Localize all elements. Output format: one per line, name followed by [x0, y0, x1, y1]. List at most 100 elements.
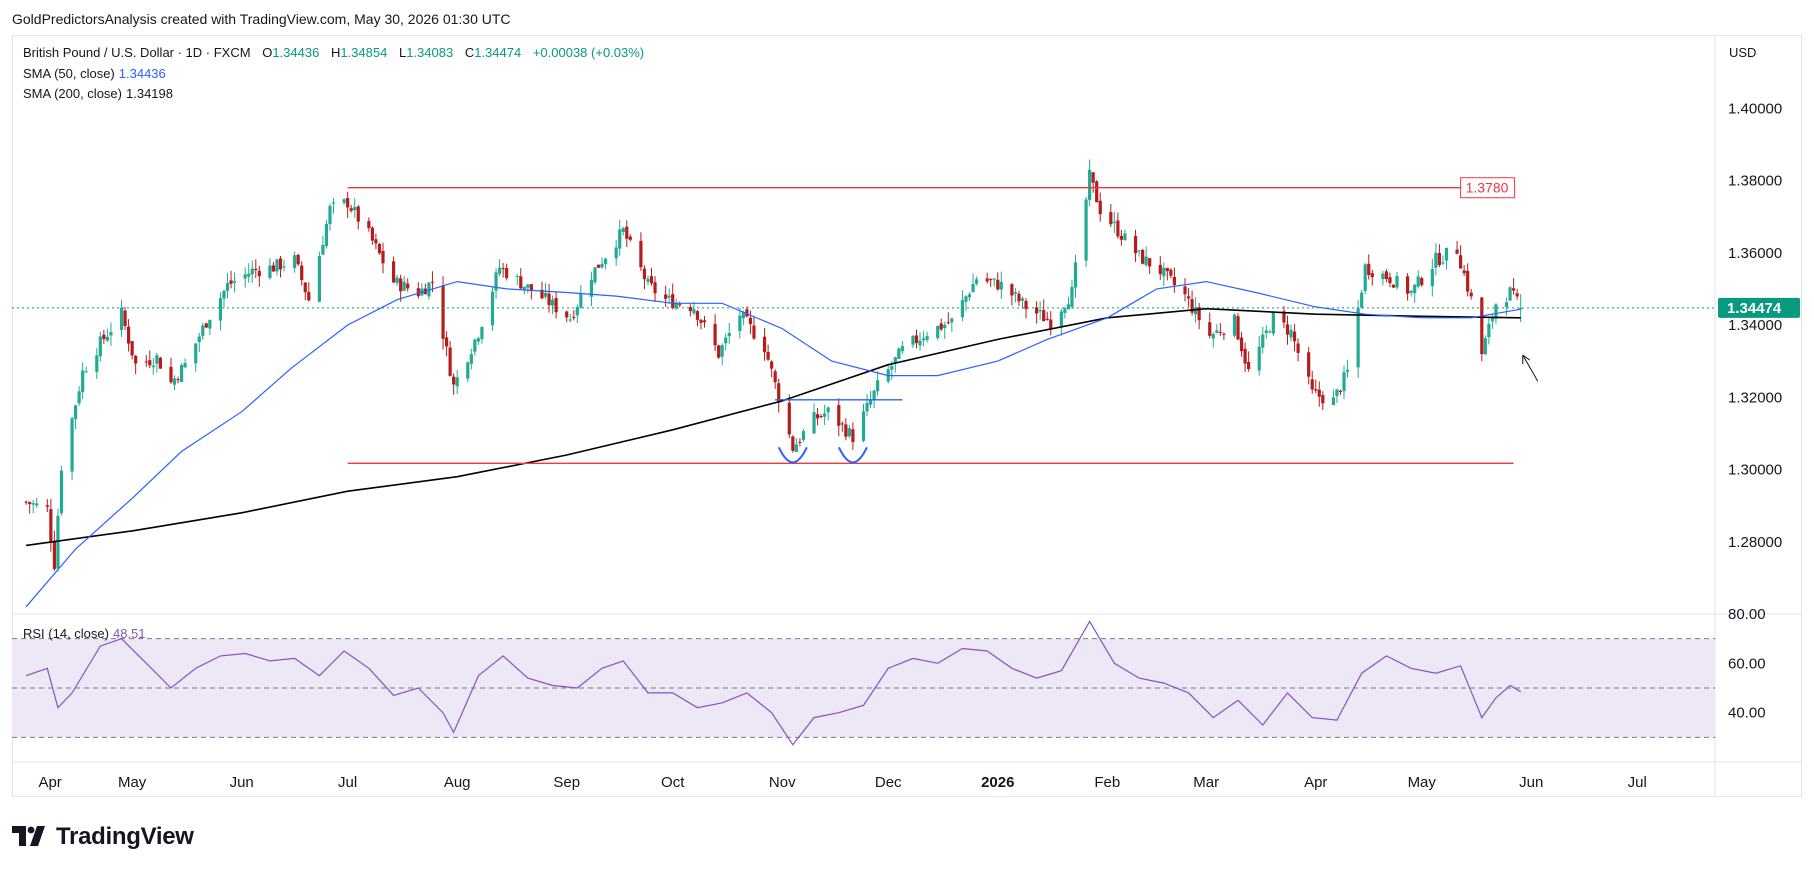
- candle-body: [1261, 334, 1265, 348]
- candle-body: [134, 355, 138, 364]
- candle-body: [317, 255, 321, 302]
- candle-body: [964, 296, 968, 302]
- price-axis-tick: 1.36000: [1728, 245, 1782, 262]
- candle-body: [671, 294, 675, 309]
- candle-body: [837, 405, 841, 426]
- candle-body: [777, 383, 781, 403]
- sma200-line: [25, 307, 1521, 547]
- candle-body: [1194, 307, 1198, 315]
- candle-body: [547, 293, 551, 306]
- candle-body: [519, 276, 523, 289]
- candle-body: [618, 229, 622, 249]
- candle-body: [642, 268, 647, 280]
- candle-body: [1363, 264, 1367, 291]
- candle-body: [861, 411, 866, 441]
- candle-body: [1296, 343, 1300, 353]
- candle-body: [179, 365, 184, 383]
- rsi-legend: RSI (14, close) 48.51: [23, 624, 146, 644]
- rsi-line: [25, 620, 1522, 746]
- sma200-legend: SMA (200, close) 1.34198: [23, 84, 173, 104]
- candle-body: [847, 428, 851, 437]
- candle-body: [367, 221, 371, 229]
- candle-body: [1095, 181, 1099, 203]
- candle-body: [441, 285, 445, 339]
- candle-body: [766, 351, 770, 360]
- candle-body: [1144, 256, 1148, 266]
- candle-body: [890, 365, 894, 370]
- candle-body: [614, 247, 618, 259]
- candle-body: [1045, 318, 1049, 320]
- candle-body: [600, 263, 604, 268]
- candle-body: [1137, 250, 1141, 252]
- candle-body: [52, 541, 56, 569]
- time-axis-tick: Apr: [1304, 774, 1327, 791]
- candle-body: [45, 505, 49, 507]
- candle-body: [727, 332, 731, 337]
- candle-body: [1314, 389, 1318, 391]
- candle-body: [1123, 233, 1127, 240]
- candle-body: [505, 268, 509, 279]
- time-axis-tick: Jun: [230, 774, 254, 791]
- chart-frame: [12, 35, 1802, 797]
- candle-body: [989, 279, 993, 281]
- tradingview-logo[interactable]: TradingView: [12, 823, 194, 851]
- open-label: O: [262, 45, 273, 60]
- candle-body: [204, 323, 208, 328]
- candle-body: [1406, 276, 1410, 294]
- candle-body: [296, 254, 300, 265]
- candle-body: [745, 309, 749, 317]
- currency-selector[interactable]: USD: [1729, 45, 1757, 60]
- candle-body: [1285, 324, 1290, 335]
- candle-body: [268, 265, 272, 278]
- candle-body: [1508, 287, 1512, 301]
- candle-body: [169, 366, 173, 383]
- candle-body: [522, 286, 526, 290]
- candle-body: [649, 276, 654, 284]
- candle-body: [494, 272, 498, 291]
- candle-body: [1112, 221, 1116, 223]
- candle-body: [593, 267, 597, 283]
- candle-body: [621, 228, 625, 233]
- candle-body: [1116, 220, 1120, 237]
- candle-body: [748, 317, 753, 324]
- candle-body: [1321, 395, 1325, 404]
- candle-body: [1430, 269, 1434, 287]
- candle-body: [1356, 308, 1360, 368]
- candle-body: [868, 399, 873, 405]
- candle-body: [773, 371, 777, 383]
- chart-attribution: GoldPredictorsAnalysis created with Trad…: [12, 11, 511, 27]
- candle-body: [1183, 286, 1187, 295]
- candle-body: [914, 335, 919, 344]
- candle-body: [787, 402, 791, 435]
- candle-body: [307, 291, 311, 301]
- candle-body: [123, 310, 127, 327]
- candle-body: [395, 277, 399, 284]
- candle-body: [900, 346, 904, 352]
- candle-body: [794, 444, 798, 453]
- candle-body: [1271, 312, 1275, 334]
- candle-body: [967, 294, 972, 298]
- candle-body: [695, 311, 700, 320]
- candle-body: [628, 236, 632, 240]
- candle-body: [448, 347, 452, 376]
- time-axis-tick: Mar: [1193, 774, 1219, 791]
- candle-body: [1165, 267, 1169, 272]
- candle-body: [702, 320, 707, 323]
- candle-body: [798, 442, 802, 444]
- candle-body: [201, 325, 205, 336]
- candle-body: [1257, 346, 1261, 371]
- candle-body: [144, 361, 148, 363]
- time-axis-tick: 2026: [981, 774, 1014, 791]
- candle-body: [70, 418, 74, 472]
- candle-body: [444, 337, 449, 347]
- candle-body: [225, 282, 230, 291]
- candle-body: [936, 325, 940, 338]
- candle-body: [1317, 389, 1321, 397]
- candle-body: [353, 206, 357, 211]
- candle-body: [81, 370, 85, 392]
- high-label: H: [330, 45, 341, 60]
- candle-body: [1381, 273, 1385, 280]
- candle-body: [349, 208, 353, 211]
- candle-body: [1197, 307, 1201, 321]
